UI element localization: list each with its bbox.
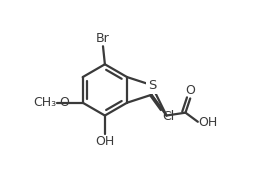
Text: O: O	[185, 84, 195, 97]
Text: OH: OH	[199, 116, 218, 129]
Text: Cl: Cl	[162, 110, 174, 123]
Text: CH₃: CH₃	[33, 96, 56, 109]
Text: O: O	[59, 96, 69, 109]
Text: S: S	[148, 78, 156, 92]
Text: Br: Br	[96, 32, 110, 45]
Text: OH: OH	[95, 135, 115, 148]
